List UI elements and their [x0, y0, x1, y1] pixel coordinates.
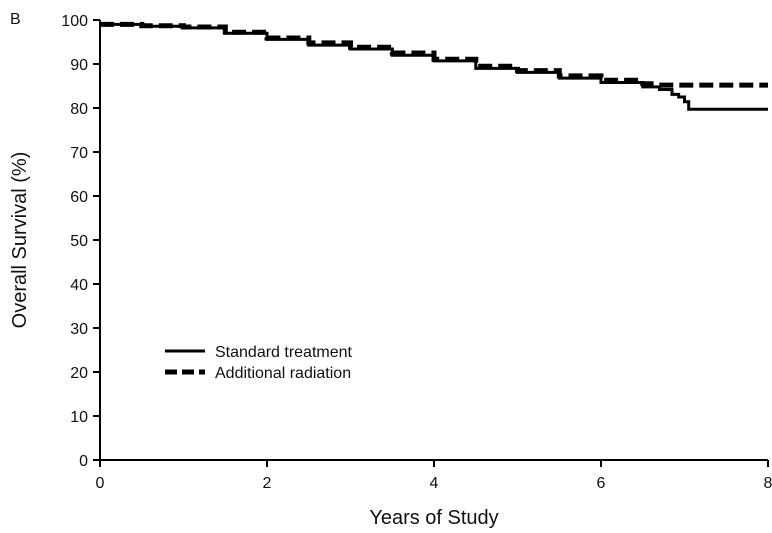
y-tick-label: 60	[70, 189, 88, 206]
y-tick-label: 0	[79, 453, 88, 470]
series-line-standard-treatment	[100, 22, 768, 111]
x-tick-label: 6	[597, 475, 606, 492]
legend-label-additional-radiation: Additional radiation	[215, 365, 351, 382]
series-line-additional-radiation	[100, 21, 768, 88]
y-tick-label: 100	[61, 13, 88, 30]
legend-label-standard-treatment: Standard treatment	[215, 344, 353, 361]
y-tick-label: 10	[70, 409, 88, 426]
y-tick-label: 40	[70, 277, 88, 294]
y-axis-title: Overall Survival (%)	[9, 152, 31, 329]
y-ticks: 0 10 20 30 40 50 60 70 80 90 100	[61, 13, 100, 470]
y-tick-label: 90	[70, 57, 88, 74]
x-tick-label: 4	[430, 475, 439, 492]
series-layer	[100, 21, 768, 111]
legend: Standard treatment Additional radiation	[165, 344, 353, 382]
y-tick-label: 30	[70, 321, 88, 338]
x-ticks: 0 2 4 6 8	[96, 460, 772, 492]
y-tick-label: 70	[70, 145, 88, 162]
y-tick-label: 50	[70, 233, 88, 250]
panel-label: B	[10, 11, 21, 28]
x-tick-label: 2	[263, 475, 272, 492]
x-tick-label: 0	[96, 475, 105, 492]
y-tick-label: 80	[70, 101, 88, 118]
x-axis-title: Years of Study	[369, 507, 498, 529]
x-tick-label: 8	[764, 475, 772, 492]
y-tick-label: 20	[70, 365, 88, 382]
